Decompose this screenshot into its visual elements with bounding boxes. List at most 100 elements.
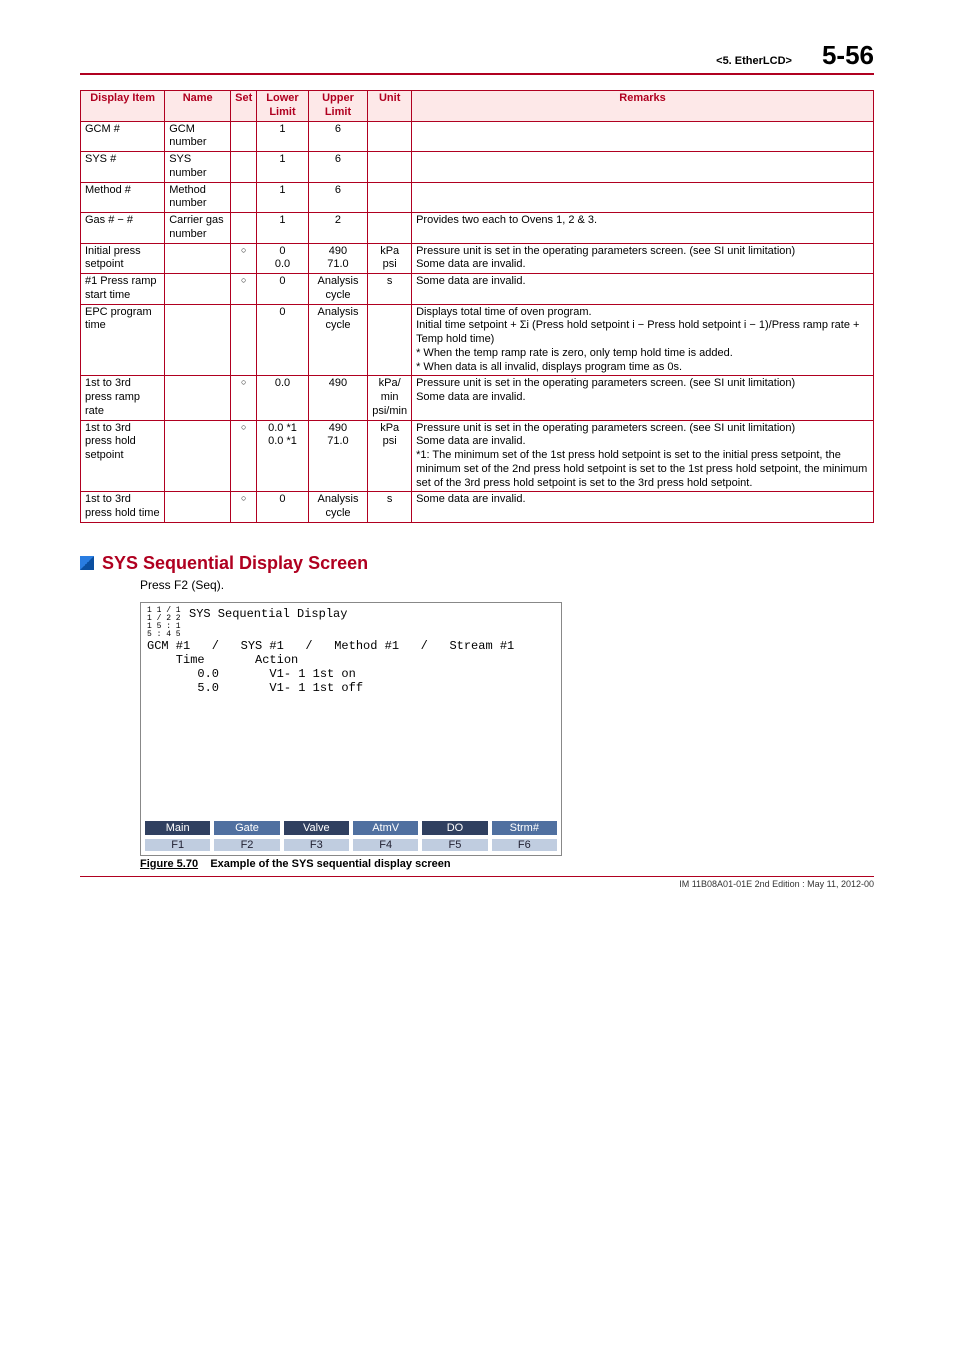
table-cell: Analysis cycle [308, 274, 368, 305]
col-display-item: Display Item [81, 91, 165, 122]
table-cell: 6 [308, 121, 368, 152]
table-cell [231, 304, 257, 376]
screenshot-tabs: Main Gate Valve AtmV DO Strm# [141, 821, 561, 839]
table-cell: GCM # [81, 121, 165, 152]
table-row: SYS #SYS number 16 [81, 152, 874, 183]
table-row: Method #Method number16 [81, 182, 874, 213]
table-cell: kPa psi [368, 420, 412, 492]
fn-f2[interactable]: F2 [214, 839, 279, 851]
table-cell [165, 376, 231, 420]
table-cell: Some data are invalid. [412, 492, 874, 523]
col-upper: Upper Limit [308, 91, 368, 122]
table-cell [231, 121, 257, 152]
table-cell: GCM number [165, 121, 231, 152]
table-cell: SYS # [81, 152, 165, 183]
table-cell: ○ [231, 420, 257, 492]
table-cell [165, 420, 231, 492]
col-set: Set [231, 91, 257, 122]
section-body: Press F2 (Seq). [140, 578, 874, 592]
table-cell: 490 71.0 [308, 243, 368, 274]
tab-atmv[interactable]: AtmV [353, 821, 418, 835]
table-row: 1st to 3rd press hold setpoint ○0.0 *1 0.… [81, 420, 874, 492]
table-cell: Initial press setpoint [81, 243, 165, 274]
table-cell: Pressure unit is set in the operating pa… [412, 243, 874, 274]
tab-valve[interactable]: Valve [284, 821, 349, 835]
table-row: Initial press setpoint○0 0.0490 71.0kPa … [81, 243, 874, 274]
tab-main[interactable]: Main [145, 821, 210, 835]
table-cell: EPC program time [81, 304, 165, 376]
table-cell [231, 182, 257, 213]
table-cell: 1 [257, 121, 308, 152]
screenshot-fn-row: F1 F2 F3 F4 F5 F6 [141, 839, 561, 855]
table-cell [231, 152, 257, 183]
table-cell: ○ [231, 274, 257, 305]
col-remarks: Remarks [412, 91, 874, 122]
fn-f6[interactable]: F6 [492, 839, 557, 851]
table-cell: 2 [308, 213, 368, 244]
table-cell [165, 304, 231, 376]
table-row: #1 Press ramp start time○0Analysis cycle… [81, 274, 874, 305]
table-row: EPC program time0Analysis cycleDisplays … [81, 304, 874, 376]
table-cell: ○ [231, 376, 257, 420]
figure-label: Figure 5.70 [140, 858, 198, 870]
clock-date: 1 1 / 1 1 / 2 2 [147, 607, 189, 623]
table-row: 1st to 3rd press ramp rate○0.0490kPa/ mi… [81, 376, 874, 420]
table-cell [412, 152, 874, 183]
figure-caption: Figure 5.70 Example of the SYS sequentia… [140, 858, 874, 870]
table-cell: 1 [257, 213, 308, 244]
tab-do[interactable]: DO [422, 821, 487, 835]
table-cell: 1st to 3rd press hold setpoint [81, 420, 165, 492]
table-cell: 1 [257, 182, 308, 213]
table-cell: Analysis cycle [308, 492, 368, 523]
square-bullet-icon [80, 556, 94, 570]
screenshot-title: SYS Sequential Display [189, 607, 347, 621]
table-cell: Provides two each to Ovens 1, 2 & 3. [412, 213, 874, 244]
table-cell: Analysis cycle [308, 304, 368, 376]
table-cell: kPa/ min psi/min [368, 376, 412, 420]
table-cell [412, 121, 874, 152]
page-header: <5. EtherLCD> 5-56 [80, 40, 874, 75]
table-cell: 1 [257, 152, 308, 183]
table-cell: ○ [231, 243, 257, 274]
fn-f4[interactable]: F4 [353, 839, 418, 851]
table-cell: 0 [257, 304, 308, 376]
screenshot-breadcrumb: GCM #1 / SYS #1 / Method #1 / Stream #1 [147, 639, 555, 653]
table-row: 1st to 3rd press hold time○0Analysis cyc… [81, 492, 874, 523]
fn-f3[interactable]: F3 [284, 839, 349, 851]
page-footer: IM 11B08A01-01E 2nd Edition : May 11, 20… [80, 876, 874, 889]
table-cell: 0 [257, 492, 308, 523]
table-cell [368, 304, 412, 376]
table-cell: ○ [231, 492, 257, 523]
section-heading: SYS Sequential Display Screen [80, 553, 874, 574]
table-cell: 490 71.0 [308, 420, 368, 492]
col-name: Name [165, 91, 231, 122]
table-cell: 1st to 3rd press ramp rate [81, 376, 165, 420]
table-cell: 0 [257, 274, 308, 305]
table-cell: SYS number [165, 152, 231, 183]
table-cell [368, 182, 412, 213]
sys-sequential-screenshot: 1 1 / 1 1 / 2 2 1 5 : 1 5 : 4 5 SYS Sequ… [140, 602, 562, 856]
parameters-table: Display Item Name Set Lower Limit Upper … [80, 90, 874, 523]
screenshot-col-header: Time Action [147, 653, 555, 667]
table-cell: Some data are invalid. [412, 274, 874, 305]
page-number: 5-56 [822, 40, 874, 71]
table-cell: Gas # − # [81, 213, 165, 244]
tab-strm[interactable]: Strm# [492, 821, 557, 835]
table-cell [165, 243, 231, 274]
fn-f1[interactable]: F1 [145, 839, 210, 851]
table-cell: Carrier gas number [165, 213, 231, 244]
table-cell: 490 [308, 376, 368, 420]
table-cell: Method number [165, 182, 231, 213]
tab-gate[interactable]: Gate [214, 821, 279, 835]
table-cell: 6 [308, 182, 368, 213]
table-cell: 6 [308, 152, 368, 183]
table-row: Gas # − #Carrier gas number 12 Provides tw… [81, 213, 874, 244]
screenshot-clock: 1 1 / 1 1 / 2 2 1 5 : 1 5 : 4 5 [147, 607, 189, 639]
table-cell: Pressure unit is set in the operating pa… [412, 420, 874, 492]
figure-caption-text: Example of the SYS sequential display sc… [210, 858, 450, 870]
table-cell: s [368, 274, 412, 305]
table-cell [231, 213, 257, 244]
fn-f5[interactable]: F5 [422, 839, 487, 851]
table-cell: 0.0 *1 0.0 *1 [257, 420, 308, 492]
section-title: SYS Sequential Display Screen [102, 553, 368, 574]
